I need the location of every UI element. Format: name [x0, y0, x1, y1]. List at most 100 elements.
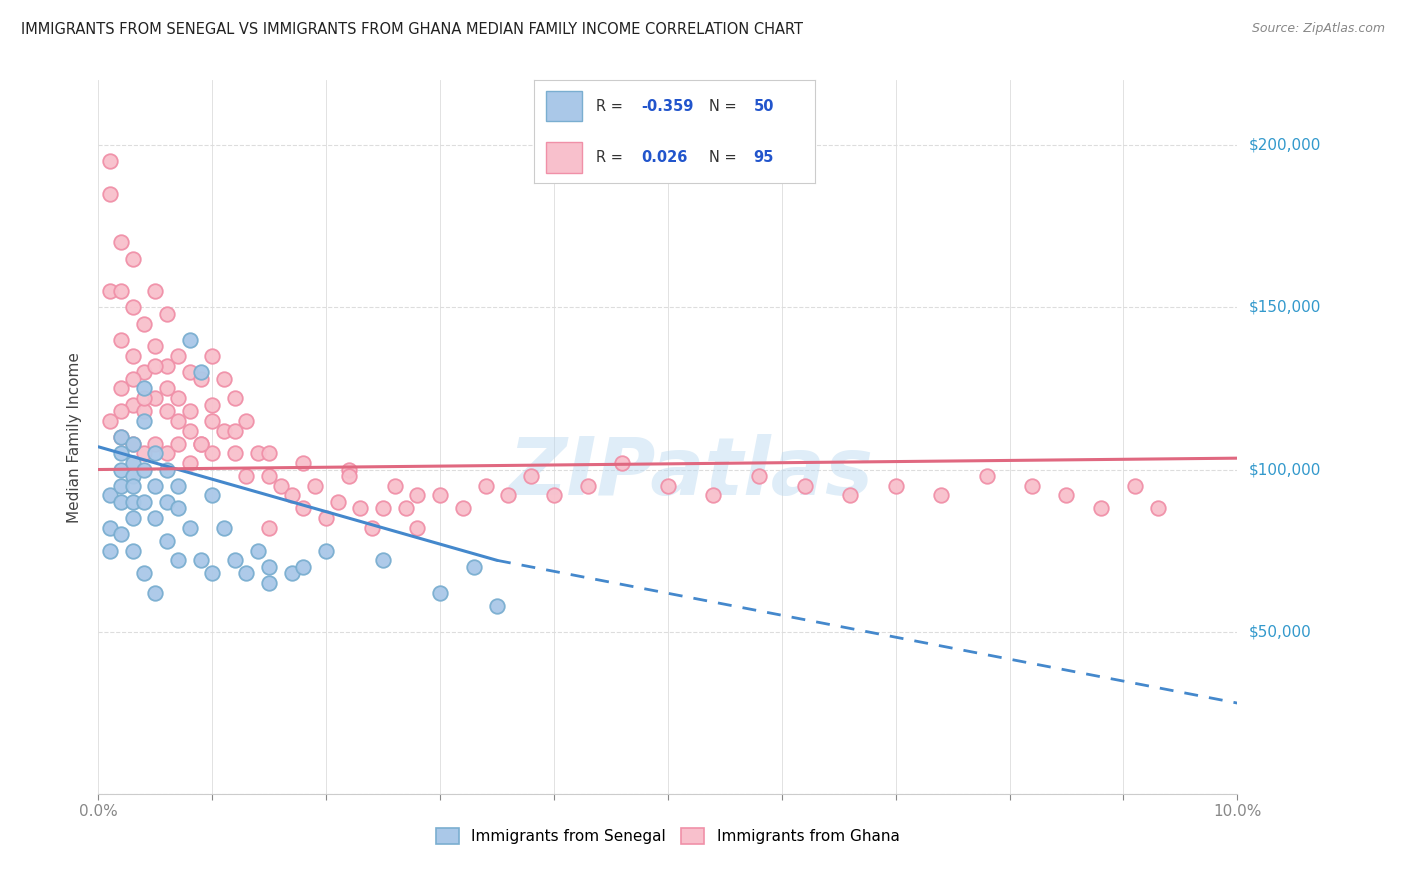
Point — [121, 543, 143, 558]
Point — [145, 436, 167, 450]
Point — [121, 469, 143, 483]
Point — [110, 404, 132, 418]
Text: R =: R = — [596, 99, 627, 114]
Point — [235, 469, 257, 483]
Point — [110, 527, 132, 541]
Point — [190, 436, 212, 450]
Point — [110, 284, 132, 298]
Point — [121, 372, 143, 386]
Point — [132, 381, 155, 395]
Text: $50,000: $50,000 — [1249, 624, 1312, 640]
Point — [121, 301, 143, 315]
Point — [929, 488, 952, 502]
Point — [748, 469, 770, 483]
Point — [145, 359, 167, 373]
Point — [326, 495, 349, 509]
Point — [384, 479, 406, 493]
Point — [976, 469, 998, 483]
Point — [281, 566, 304, 581]
Point — [145, 511, 167, 525]
Point — [121, 456, 143, 470]
Text: N =: N = — [709, 150, 741, 165]
Y-axis label: Median Family Income: Median Family Income — [67, 351, 83, 523]
Point — [121, 436, 143, 450]
Point — [224, 553, 246, 567]
FancyBboxPatch shape — [546, 91, 582, 121]
Point — [167, 436, 190, 450]
Text: R =: R = — [596, 150, 627, 165]
Point — [224, 446, 246, 460]
Point — [110, 462, 132, 476]
Point — [224, 391, 246, 405]
Point — [259, 469, 281, 483]
Point — [132, 495, 155, 509]
Point — [156, 404, 179, 418]
Point — [156, 359, 179, 373]
Point — [429, 586, 451, 600]
Point — [179, 333, 201, 347]
Text: ZIPatlas: ZIPatlas — [508, 434, 873, 512]
Point — [132, 414, 155, 428]
Point — [145, 586, 167, 600]
Text: IMMIGRANTS FROM SENEGAL VS IMMIGRANTS FROM GHANA MEDIAN FAMILY INCOME CORRELATIO: IMMIGRANTS FROM SENEGAL VS IMMIGRANTS FR… — [21, 22, 803, 37]
Point — [201, 446, 224, 460]
Point — [121, 511, 143, 525]
Point — [1123, 479, 1146, 493]
Point — [793, 479, 815, 493]
Point — [201, 414, 224, 428]
Point — [110, 430, 132, 444]
Point — [292, 559, 315, 574]
Point — [110, 430, 132, 444]
Point — [463, 559, 485, 574]
Point — [292, 501, 315, 516]
Point — [315, 543, 337, 558]
Point — [486, 599, 509, 613]
Point — [98, 488, 121, 502]
Point — [1056, 488, 1078, 502]
Point — [121, 495, 143, 509]
Point — [121, 349, 143, 363]
Point — [235, 566, 257, 581]
Point — [212, 521, 235, 535]
Point — [121, 252, 143, 266]
Point — [145, 479, 167, 493]
Point — [132, 365, 155, 379]
Point — [179, 404, 201, 418]
Legend: Immigrants from Senegal, Immigrants from Ghana: Immigrants from Senegal, Immigrants from… — [430, 822, 905, 850]
Point — [98, 543, 121, 558]
Point — [246, 446, 269, 460]
Point — [612, 456, 634, 470]
Text: 95: 95 — [754, 150, 773, 165]
Point — [110, 446, 132, 460]
Point — [132, 317, 155, 331]
Point — [373, 553, 395, 567]
Point — [167, 479, 190, 493]
Point — [201, 566, 224, 581]
Text: N =: N = — [709, 99, 741, 114]
Point — [98, 521, 121, 535]
Point — [576, 479, 599, 493]
Point — [167, 553, 190, 567]
Point — [132, 462, 155, 476]
Point — [110, 479, 132, 493]
Point — [246, 543, 269, 558]
Point — [145, 339, 167, 353]
Point — [110, 381, 132, 395]
Point — [179, 424, 201, 438]
Point — [1146, 501, 1168, 516]
FancyBboxPatch shape — [546, 142, 582, 173]
Text: 50: 50 — [754, 99, 775, 114]
Point — [360, 521, 382, 535]
Point — [156, 462, 179, 476]
Point — [156, 533, 179, 548]
Point — [212, 372, 235, 386]
Point — [121, 436, 143, 450]
Point — [451, 501, 474, 516]
Point — [132, 391, 155, 405]
Point — [167, 501, 190, 516]
Point — [281, 488, 304, 502]
Point — [429, 488, 451, 502]
Point — [884, 479, 907, 493]
Point — [179, 521, 201, 535]
Point — [98, 414, 121, 428]
